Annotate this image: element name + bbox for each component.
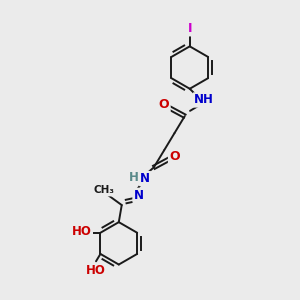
Text: N: N [140,172,150,185]
Text: N: N [134,189,143,202]
Text: NH: NH [194,93,214,106]
Text: O: O [169,150,180,163]
Text: I: I [188,22,192,35]
Text: HO: HO [72,225,92,238]
Text: H: H [129,171,139,184]
Text: O: O [159,98,170,111]
Text: HO: HO [86,264,106,277]
Text: CH₃: CH₃ [94,185,115,195]
